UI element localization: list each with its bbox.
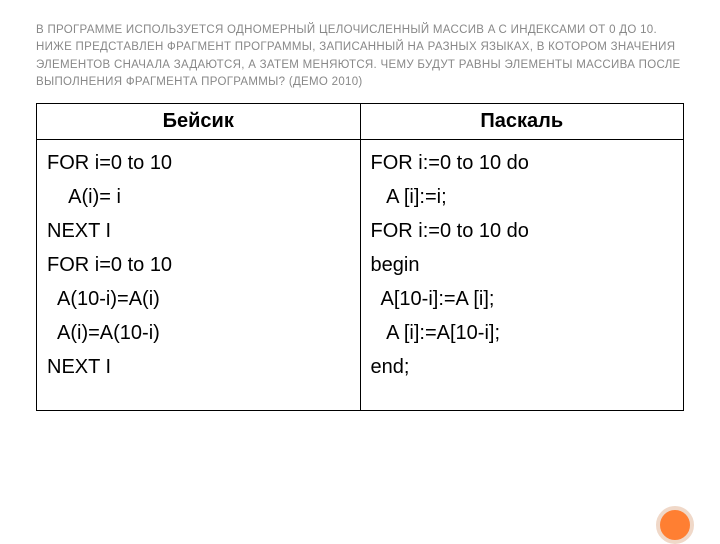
table-row: FOR i=0 to 10 A(i)= iNEXT IFOR i=0 to 10… <box>37 140 684 411</box>
code-line: FOR i:=0 to 10 do <box>371 146 674 180</box>
column-header-pascal: Паскаль <box>360 104 684 140</box>
code-line: begin <box>371 248 674 282</box>
code-line: A [i]:=A[10-i]; <box>371 316 674 350</box>
code-line: FOR i=0 to 10 <box>47 248 350 282</box>
cell-pascal: FOR i:=0 to 10 do A [i]:=i;FOR i:=0 to 1… <box>360 140 684 411</box>
code-line: A(10-i)=A(i) <box>47 282 350 316</box>
code-line: A[10-i]:=A [i]; <box>371 282 674 316</box>
code-line: A(i)= i <box>47 180 350 214</box>
code-line: NEXT I <box>47 214 350 248</box>
code-line: FOR i=0 to 10 <box>47 146 350 180</box>
decorative-circle-icon <box>656 506 694 544</box>
column-header-basic: Бейсик <box>37 104 361 140</box>
code-table-wrap: Бейсик Паскаль FOR i=0 to 10 A(i)= iNEXT… <box>0 103 720 411</box>
cell-basic: FOR i=0 to 10 A(i)= iNEXT IFOR i=0 to 10… <box>37 140 361 411</box>
slide-heading: В ПРОГРАММЕ ИСПОЛЬЗУЕТСЯ ОДНОМЕРНЫЙ ЦЕЛО… <box>0 0 720 103</box>
code-line: A [i]:=i; <box>371 180 674 214</box>
code-line: A(i)=A(10-i) <box>47 316 350 350</box>
code-line: end; <box>371 350 674 384</box>
code-table: Бейсик Паскаль FOR i=0 to 10 A(i)= iNEXT… <box>36 103 684 411</box>
code-line: NEXT I <box>47 350 350 384</box>
code-line: FOR i:=0 to 10 do <box>371 214 674 248</box>
